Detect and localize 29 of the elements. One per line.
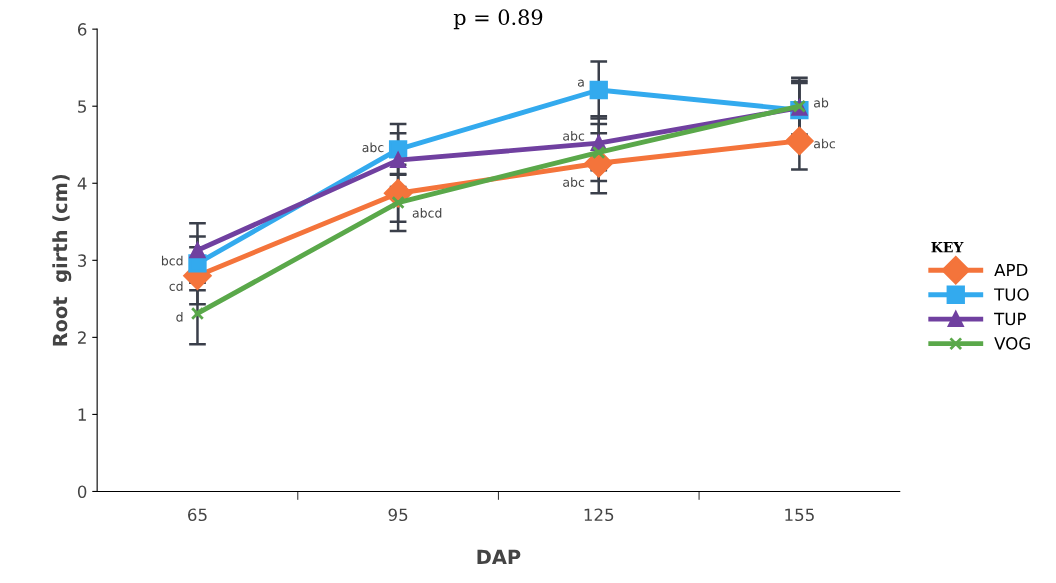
- annotation: ab: [814, 97, 829, 108]
- annotation: abc: [362, 142, 384, 153]
- y-tick-label: 3: [78, 254, 87, 267]
- y-tick-label: 4: [77, 177, 87, 190]
- legend-title: KEY: [931, 242, 964, 253]
- y-axis-title: Root girth (cm): [52, 174, 72, 346]
- y-tick-label: 5: [78, 100, 86, 113]
- annotation: abc: [563, 177, 585, 187]
- annotation: abc: [563, 130, 585, 141]
- annotation: bcd: [161, 255, 183, 266]
- x-tick-label: 95: [388, 508, 408, 522]
- legend-label: VOG: [994, 337, 1030, 350]
- y-tick-label: 2: [78, 331, 86, 344]
- x-tick-label: 65: [188, 508, 207, 522]
- y-tick-label: 1: [78, 408, 86, 421]
- legend-label: TUP: [994, 312, 1026, 326]
- x-tick-label: 125: [584, 508, 614, 522]
- x-axis-title: DAP: [477, 549, 521, 565]
- annotation: abc: [814, 138, 835, 149]
- annotation: cd: [169, 281, 183, 291]
- legend-label: APD: [994, 263, 1028, 277]
- annotation: abcd: [412, 208, 442, 218]
- x-tick-label: 155: [785, 508, 814, 522]
- annotation: d: [176, 312, 183, 322]
- annotation: a: [577, 79, 584, 87]
- y-tick-label: 6: [77, 23, 87, 36]
- y-tick-label: 0: [77, 485, 87, 499]
- legend-label: TUO: [994, 288, 1029, 301]
- chart-title: p = 0.89: [453, 9, 543, 30]
